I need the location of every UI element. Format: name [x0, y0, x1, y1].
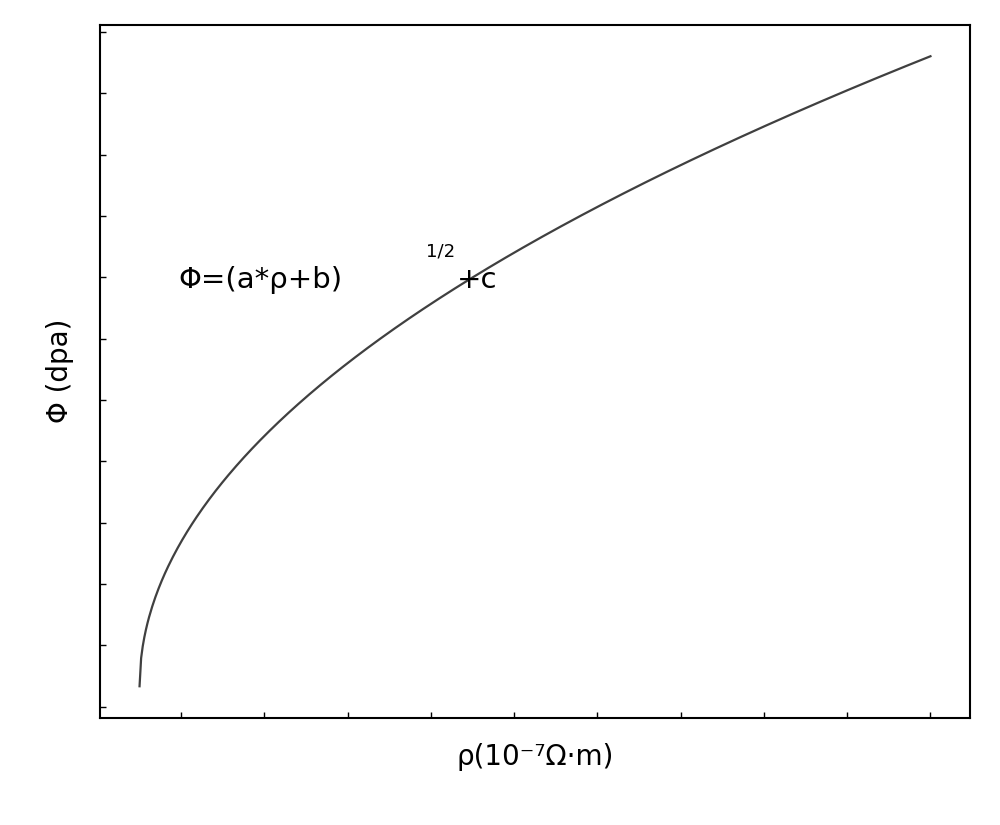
Text: +c: +c: [457, 266, 497, 294]
X-axis label: ρ(10⁻⁷Ω·m): ρ(10⁻⁷Ω·m): [456, 743, 614, 771]
Y-axis label: Φ (dpa): Φ (dpa): [46, 319, 74, 423]
Text: Φ=(a*ρ+b): Φ=(a*ρ+b): [178, 266, 342, 294]
Text: 1/2: 1/2: [426, 243, 456, 261]
